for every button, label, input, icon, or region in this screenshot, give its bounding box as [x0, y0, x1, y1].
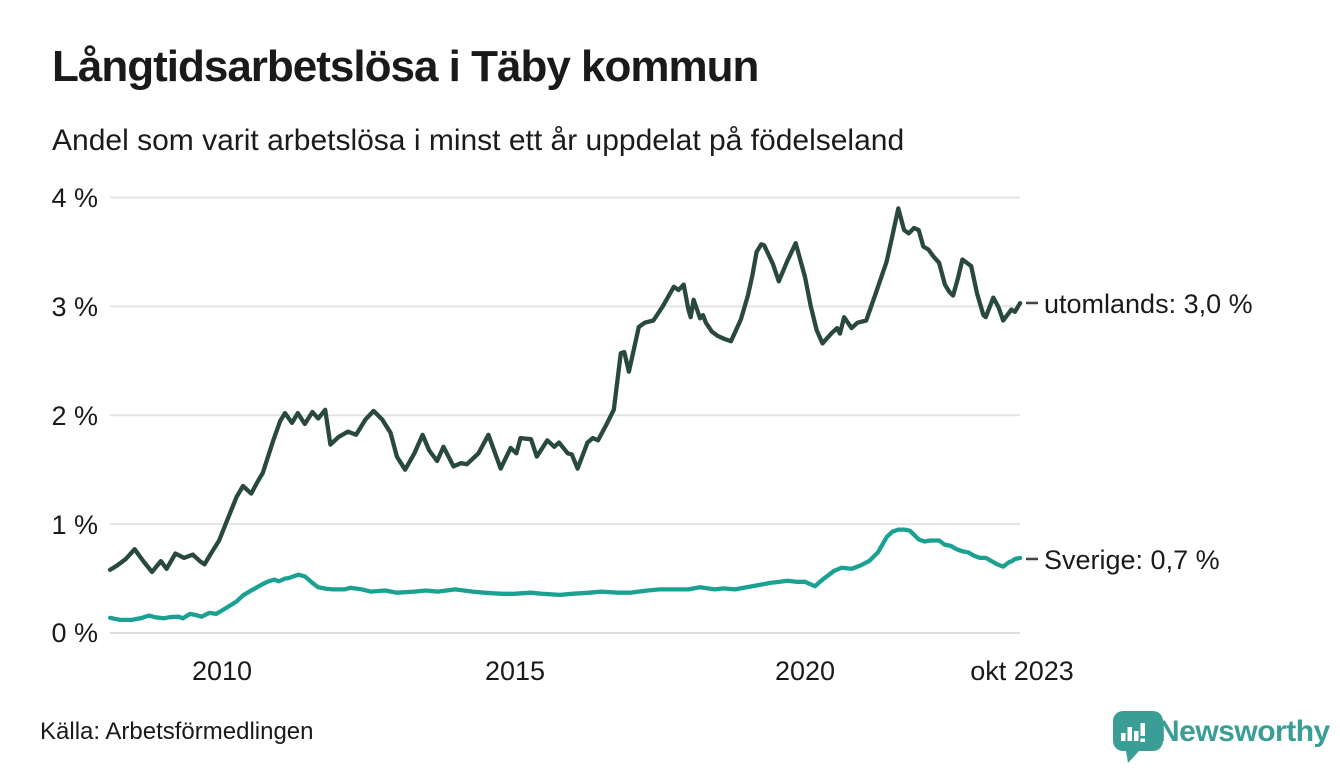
sverige-series-label: Sverige: 0,7 % — [1044, 545, 1220, 575]
y-tick-3: 3 % — [51, 292, 98, 322]
x-tick-2015: 2015 — [484, 656, 546, 686]
logo-exclamation-dot — [1140, 738, 1145, 742]
logo-exclamation-bar — [1140, 723, 1145, 736]
y-tick-0: 0 % — [51, 618, 98, 648]
gridlines — [110, 196, 1020, 634]
newsworthy-wordmark: Newsworthy — [1158, 715, 1330, 748]
x-tick-okt2023: okt 2023 — [970, 656, 1074, 686]
logo-bar-3 — [1134, 731, 1139, 741]
x-tick-2010: 2010 — [191, 656, 253, 686]
series-line-sverige — [107, 527, 1023, 623]
logo-bar-2 — [1127, 727, 1132, 741]
chart-subtitle: Andel som varit arbetslösa i minst ett å… — [52, 124, 905, 157]
series-line-utomlands — [107, 206, 1023, 575]
page-title: Långtidsarbetslösa i Täby kommun — [52, 42, 759, 91]
x-tick-2020: 2020 — [774, 656, 836, 686]
logo-bar-1 — [1121, 733, 1126, 741]
utomlands-series-label: utomlands: 3,0 % — [1044, 289, 1253, 319]
y-tick-1: 1 % — [51, 510, 98, 540]
y-tick-4: 4 % — [51, 183, 98, 213]
source-note: Källa: Arbetsförmedlingen — [40, 718, 314, 745]
y-tick-2: 2 % — [51, 401, 98, 431]
newsworthy-logo-icon — [1113, 711, 1163, 763]
